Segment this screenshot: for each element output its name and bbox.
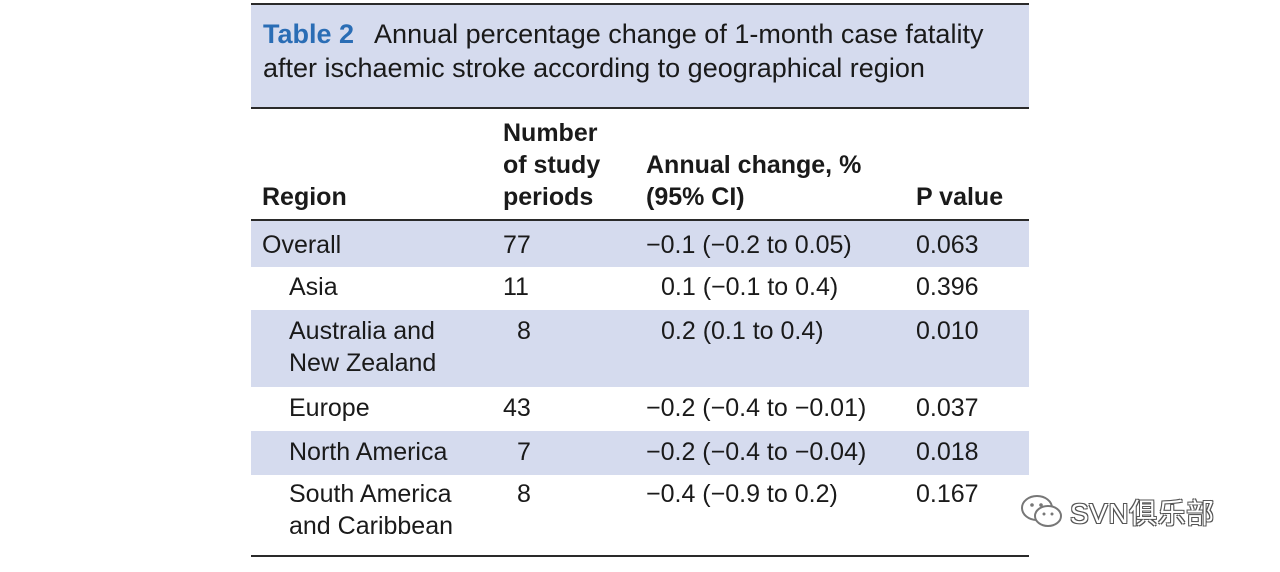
cell-region: Overall [262, 231, 342, 259]
table-row: Overall 77 −0.1 (−0.2 to 0.05) 0.063 [251, 221, 1029, 267]
cell-number: 11 [503, 273, 529, 301]
cell-change: −0.2 (−0.4 to −0.04) [646, 438, 867, 466]
cell-change: −0.4 (−0.9 to 0.2) [646, 480, 838, 508]
header-change-line1: Annual change, % [646, 151, 862, 179]
cell-region-line2: New Zealand [289, 349, 437, 377]
header-number-line2: of study [503, 151, 601, 179]
header-number-line1: Number [503, 119, 598, 147]
cell-number: 43 [503, 394, 531, 422]
table-row: North America 7 −0.2 (−0.4 to −0.04) 0.0… [251, 431, 1029, 475]
header-change-line2: (95% CI) [646, 183, 745, 211]
cell-p-value: 0.396 [916, 273, 979, 301]
table-row: Australia and New Zealand 8 0.2 (0.1 to … [251, 310, 1029, 387]
cell-change: −0.2 (−0.4 to −0.01) [646, 394, 867, 422]
cell-region: Asia [289, 273, 338, 301]
watermark-text: SVN俱乐部 [1070, 498, 1215, 529]
cell-p-value: 0.063 [916, 231, 979, 259]
table-title: Annual percentage change of 1-month case… [263, 19, 984, 83]
wechat-icon [1021, 495, 1062, 527]
table-row: South America and Caribbean 8 −0.4 (−0.9… [251, 475, 1029, 555]
cell-change: 0.1 (−0.1 to 0.4) [661, 273, 839, 301]
cell-number: 8 [517, 480, 531, 508]
cell-region-line2: and Caribbean [289, 512, 454, 540]
cell-region-line1: Australia and [289, 317, 435, 345]
cell-p-value: 0.018 [916, 438, 979, 466]
table-caption: Table 2 Annual percentage change of 1-mon… [251, 3, 1029, 109]
cell-p-value: 0.010 [916, 317, 979, 345]
cell-region: South America and Caribbean [289, 478, 453, 542]
cell-number: 77 [503, 231, 531, 259]
table-row: Europe 43 −0.2 (−0.4 to −0.01) 0.037 [251, 387, 1029, 431]
table-header: Region Number of study periods Annual ch… [251, 109, 1029, 221]
cell-region: North America [289, 438, 448, 466]
cell-region: Europe [289, 394, 370, 422]
data-table: Table 2 Annual percentage change of 1-mon… [251, 3, 1029, 557]
header-region: Region [262, 183, 347, 211]
cell-number: 8 [517, 317, 531, 345]
table-bottom-rule [251, 555, 1029, 557]
table-label: Table 2 [263, 19, 355, 49]
cell-p-value: 0.037 [916, 394, 979, 422]
table-row: Asia 11 0.1 (−0.1 to 0.4) 0.396 [251, 267, 1029, 310]
watermark: SVN俱乐部 [1020, 492, 1215, 532]
cell-number: 7 [517, 438, 531, 466]
cell-region: Australia and New Zealand [289, 315, 436, 379]
cell-p-value: 0.167 [916, 480, 979, 508]
cell-change: −0.1 (−0.2 to 0.05) [646, 231, 852, 259]
header-p-value: P value [916, 183, 1004, 211]
cell-region-line1: South America [289, 480, 452, 508]
header-number-line3: periods [503, 183, 594, 211]
header-change: Annual change, % (95% CI) [646, 149, 861, 213]
cell-change: 0.2 (0.1 to 0.4) [661, 317, 824, 345]
header-number: Number of study periods [503, 117, 600, 213]
